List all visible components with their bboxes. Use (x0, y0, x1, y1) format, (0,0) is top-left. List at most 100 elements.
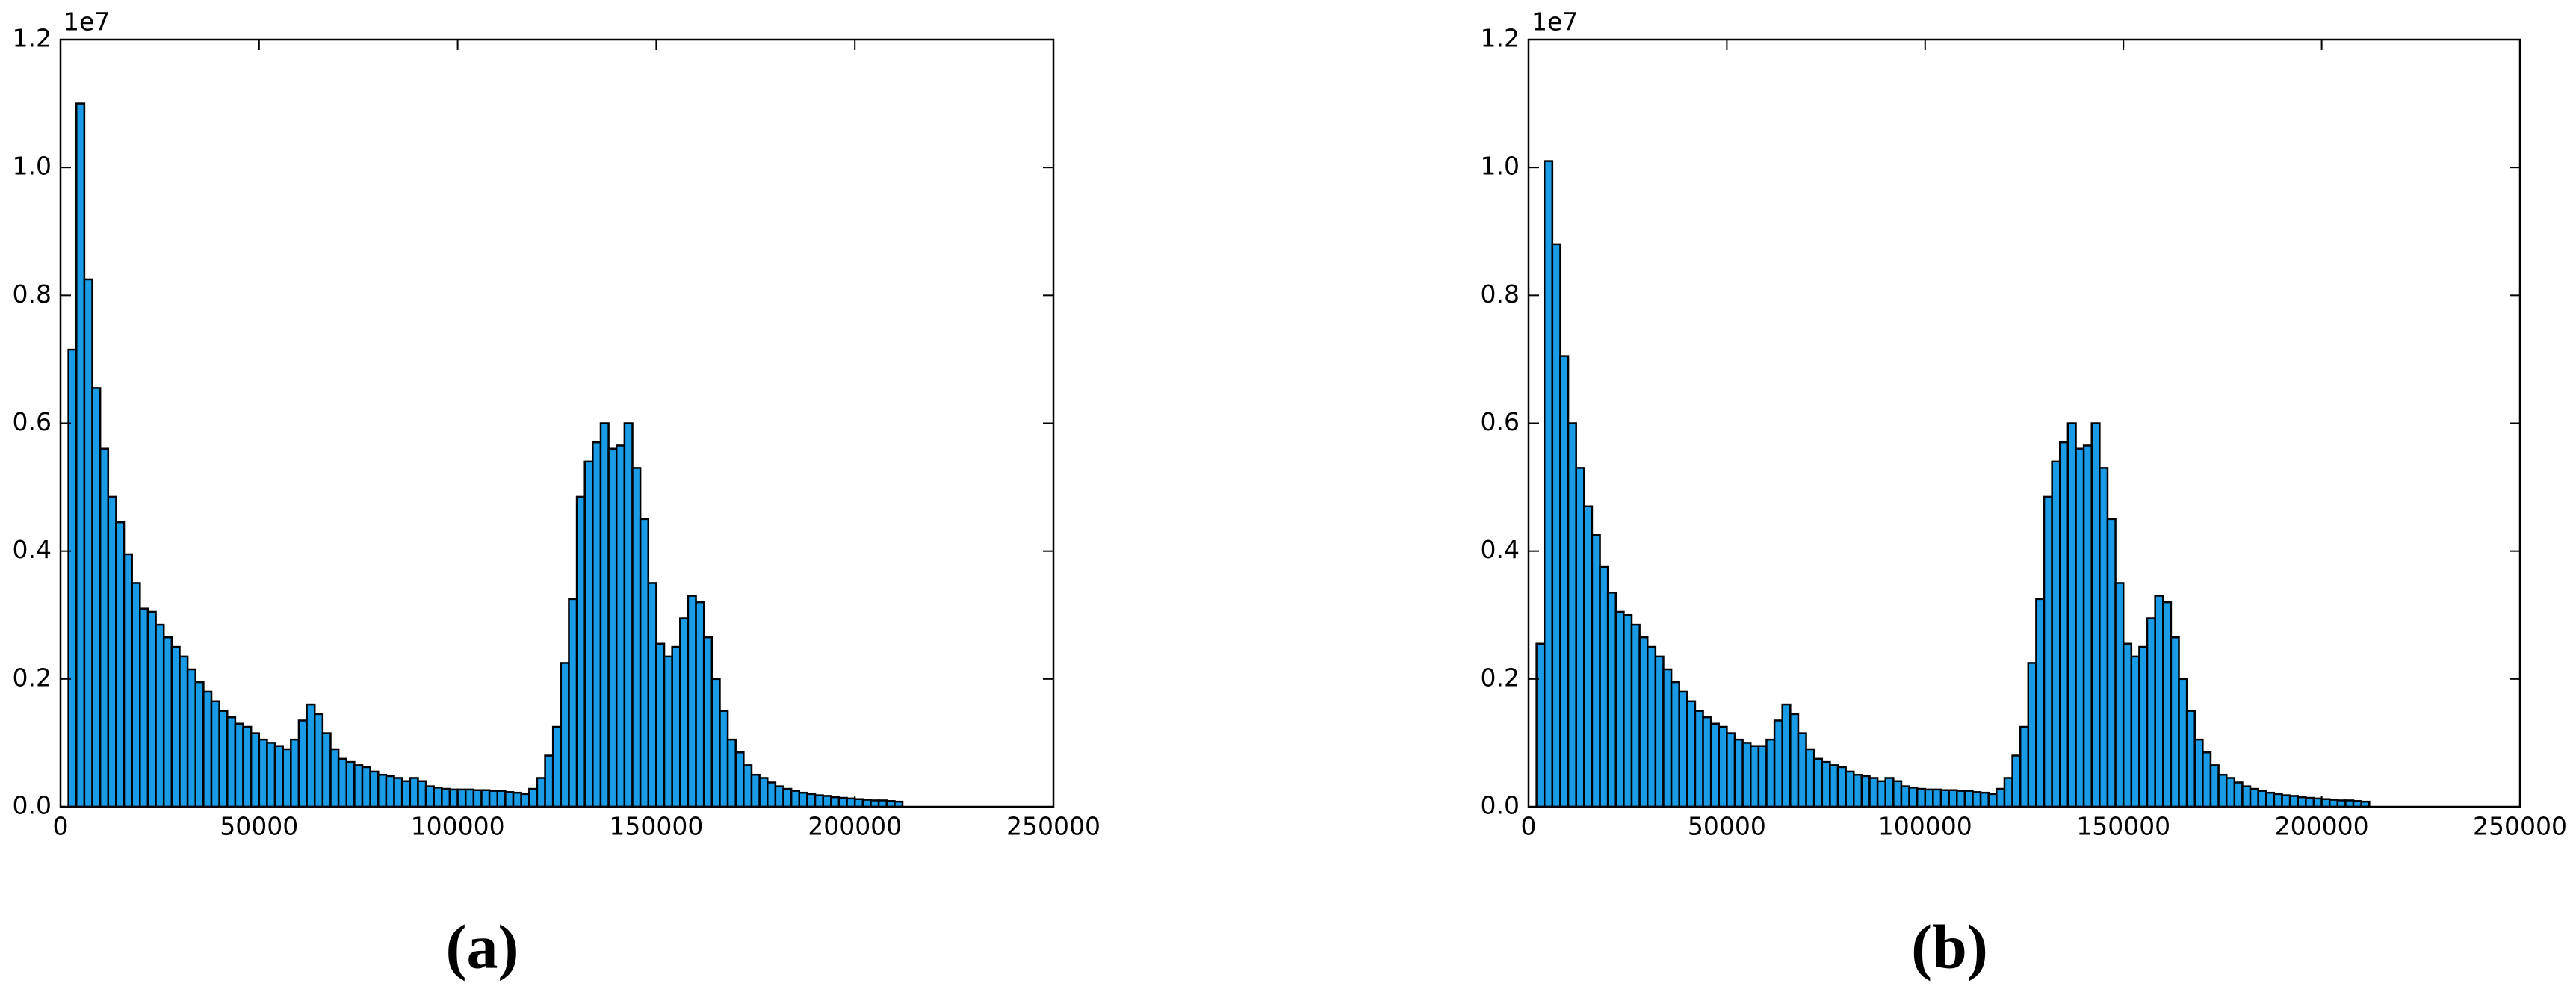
bar (1638, 636, 1649, 808)
offset-label: 1e7 (1532, 7, 1578, 37)
y-tick-label: 0.4 (13, 535, 52, 564)
bar (599, 422, 610, 808)
bar (2099, 467, 2109, 808)
bar (123, 553, 133, 808)
bar (2122, 642, 2133, 808)
bar (1599, 565, 1609, 808)
bar (2146, 617, 2156, 808)
bar (734, 751, 745, 808)
bar (647, 582, 657, 808)
bar (2019, 725, 2030, 808)
bar (2066, 422, 2077, 808)
bar (1575, 467, 1585, 808)
bar (536, 777, 546, 808)
bar (2051, 460, 2061, 808)
bar (1956, 790, 1966, 808)
bar (369, 770, 380, 808)
bar (1726, 732, 1736, 808)
bar (702, 636, 713, 808)
bar (2154, 595, 2164, 808)
bar (361, 766, 371, 808)
bar (2344, 799, 2355, 808)
bar (250, 732, 261, 808)
bar (1741, 742, 1752, 808)
bar (766, 781, 777, 808)
bar (695, 601, 705, 808)
bar (472, 789, 483, 808)
bar (290, 738, 300, 808)
bar (2217, 773, 2228, 808)
bar (2225, 777, 2236, 808)
x-tick-label: 250000 (1006, 812, 1100, 841)
x-tick-label: 200000 (808, 812, 902, 841)
bar (2297, 796, 2307, 808)
bar (1789, 713, 1800, 808)
bar (2106, 518, 2117, 808)
bar (679, 617, 690, 808)
bar (1583, 505, 1594, 808)
bar (687, 595, 697, 808)
bar (774, 785, 784, 808)
bar (1749, 745, 1760, 808)
bar (639, 518, 650, 808)
bar (1654, 655, 1665, 808)
y-tick-label: 0.6 (1481, 407, 1520, 436)
bar (1821, 760, 1831, 808)
bar (2011, 754, 2022, 808)
bar (2193, 738, 2204, 808)
bar (2305, 796, 2315, 808)
bar (710, 678, 721, 808)
bar (2082, 444, 2093, 808)
bar (631, 467, 642, 808)
bar (1591, 534, 1601, 808)
bar (1963, 790, 1974, 808)
bar (1614, 610, 1625, 808)
bar (1939, 789, 1950, 808)
y-tick-label: 0.2 (13, 663, 52, 692)
bar (67, 348, 78, 808)
y-tick-label: 0.2 (1481, 663, 1520, 692)
bar (1860, 775, 1871, 808)
bar (1551, 243, 1561, 808)
bar (1781, 703, 1792, 808)
bar (2178, 678, 2188, 808)
bar (2257, 790, 2267, 808)
bar (266, 742, 276, 808)
bar (91, 387, 102, 808)
bar (1853, 773, 1863, 808)
bar (1972, 791, 1982, 808)
bar (2233, 781, 2244, 808)
bar (1892, 780, 1903, 808)
caption: (b) (1911, 912, 1988, 982)
bar (1678, 690, 1688, 808)
x-tick-label: 200000 (2275, 812, 2369, 841)
bar (1535, 642, 1546, 808)
bar (1623, 614, 1633, 808)
x-tick-label: 250000 (2473, 812, 2567, 841)
offset-label: 1e7 (64, 7, 110, 37)
bar (782, 787, 793, 808)
bar (409, 777, 419, 808)
bar (75, 102, 86, 808)
bar (139, 607, 149, 808)
bar (258, 738, 268, 808)
y-tick-label: 1.0 (13, 152, 52, 181)
bar (337, 757, 348, 808)
bar (162, 636, 173, 808)
bar (242, 725, 253, 808)
bar (1836, 766, 1847, 808)
bar (282, 748, 292, 808)
bar (2075, 447, 2085, 808)
x-tick-label: 50000 (220, 812, 298, 841)
bar (1670, 681, 1680, 808)
y-tick-label: 0.0 (1481, 791, 1520, 820)
bar (575, 495, 586, 808)
bar (146, 610, 157, 808)
bar (170, 645, 181, 808)
x-tick-label: 0 (53, 812, 69, 841)
bar (551, 725, 563, 808)
bar (2249, 787, 2259, 808)
bar (186, 668, 196, 808)
bar (424, 785, 435, 808)
bar (417, 780, 427, 808)
